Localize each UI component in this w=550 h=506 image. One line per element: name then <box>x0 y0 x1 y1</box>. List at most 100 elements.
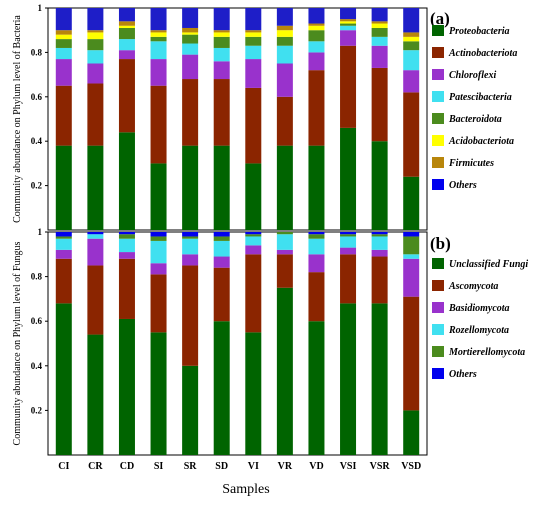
bar-sr-actinobacteriota <box>182 79 199 146</box>
bar-vr-chloroflexi <box>276 63 293 97</box>
bar-vsi-actinobacteriota <box>340 45 357 128</box>
bar-vsd-acidobacteriota <box>403 36 420 42</box>
category-label-vsr: VSR <box>370 461 391 472</box>
bar-ci-rozellomycota <box>55 238 72 250</box>
bar-vd-bacteroidota <box>308 30 325 42</box>
legend-swatch-chloroflexi <box>432 69 444 80</box>
bar-sd-others <box>213 232 230 237</box>
bar-ci-actinobacteriota <box>55 85 72 146</box>
legend-label-ascomycota: Ascomycota <box>448 281 498 292</box>
bar-vr-unclassified-fungi <box>276 287 293 455</box>
category-label-sd: SD <box>215 461 228 472</box>
legend-swatch-others <box>432 179 444 190</box>
bar-cr-proteobacteria <box>87 145 104 230</box>
bar-sd-mortierellomycota <box>213 236 230 241</box>
bar-vd-basidiomycota <box>308 254 325 273</box>
bar-sd-ascomycota <box>213 267 230 322</box>
bar-sd-firmicutes <box>213 30 230 33</box>
bar-vd-unclassified-fungi <box>308 321 325 455</box>
legend-swatch-ascomycota <box>432 280 444 291</box>
legend-label-unclassified-fungi: Unclassified Fungi <box>449 259 528 270</box>
bar-sr-chloroflexi <box>182 54 199 80</box>
bar-vsd-rozellomycota <box>403 254 420 259</box>
bar-vsi-others <box>340 232 357 235</box>
bar-ci-basidiomycota <box>55 249 72 259</box>
bar-vsr-patescibacteria <box>371 36 388 46</box>
bar-vr-firmicutes <box>276 25 293 31</box>
bar-sd-actinobacteriota <box>213 79 230 146</box>
bar-vsd-bacteroidota <box>403 41 420 51</box>
bar-si-patescibacteria <box>150 41 167 60</box>
bar-cd-basidiomycota <box>118 252 135 259</box>
bar-vsr-acidobacteriota <box>371 23 388 28</box>
bar-cd-others <box>118 8 135 22</box>
bar-sr-ascomycota <box>182 265 199 366</box>
legend-label-rozellomycota: Rozellomycota <box>448 325 509 336</box>
bar-vi-others <box>245 8 262 31</box>
legend-swatch-actinobacteriota <box>432 47 444 58</box>
panel-label: (b) <box>430 234 451 253</box>
bar-vr-acidobacteriota <box>276 30 293 37</box>
bar-vi-basidiomycota <box>245 245 262 255</box>
bar-ci-others <box>55 8 72 31</box>
legend-label-acidobacteriota: Acidobacteriota <box>448 136 514 147</box>
bar-vsr-basidiomycota <box>371 249 388 257</box>
bar-si-rozellomycota <box>150 240 167 264</box>
y-tick-label: 0.8 <box>31 47 43 57</box>
bar-vsr-mortierellomycota <box>371 234 388 237</box>
bar-si-basidiomycota <box>150 263 167 275</box>
bar-vsi-others <box>340 8 357 20</box>
bar-cd-chloroflexi <box>118 50 135 60</box>
plot-frame <box>47 7 428 231</box>
bar-vi-firmicutes <box>245 30 262 33</box>
bar-vsd-ascomycota <box>403 296 420 411</box>
bar-vsr-bacteroidota <box>371 27 388 37</box>
bar-vsd-mortierellomycota <box>403 236 420 255</box>
bar-cd-unclassified-fungi <box>118 318 135 455</box>
bar-vsd-unclassified-fungi <box>403 410 420 455</box>
bar-vsi-unclassified-fungi <box>340 303 357 455</box>
bar-cd-acidobacteriota <box>118 25 135 28</box>
legend-label-others: Others <box>449 180 477 191</box>
bar-vsd-others <box>403 232 420 237</box>
panel-a-bacteria: 0.2 0.4 0.6 0.8 1 Community abundance on Phyl… <box>12 3 517 231</box>
y-tick-label: 0.2 <box>31 405 43 415</box>
bar-si-others <box>150 8 167 31</box>
bar-vi-proteobacteria <box>245 163 262 230</box>
legend-swatch-firmicutes <box>432 157 444 168</box>
bar-vi-rozellomycota <box>245 236 262 246</box>
bar-sd-proteobacteria <box>213 145 230 230</box>
bar-cr-basidiomycota <box>87 238 104 266</box>
bar-sr-patescibacteria <box>182 43 199 55</box>
bar-vi-ascomycota <box>245 254 262 333</box>
y-tick-label: 0.4 <box>31 361 43 371</box>
category-label-si: SI <box>154 461 164 472</box>
legend-swatch-basidiomycota <box>432 302 444 313</box>
bar-ci-others <box>55 232 72 237</box>
legend-swatch-bacteroidota <box>432 113 444 124</box>
bar-ci-acidobacteriota <box>55 34 72 40</box>
y-tick-label: 0.2 <box>31 181 43 191</box>
bar-vr-ascomycota <box>276 254 293 288</box>
y-tick-label: 0.4 <box>31 136 43 146</box>
category-label-cr: CR <box>88 461 103 472</box>
legend-label-mortierellomycota: Mortierellomycota <box>448 347 525 358</box>
y-axis-label: Community abundance on Phylum level of B… <box>12 15 23 223</box>
bar-ci-bacteroidota <box>55 39 72 48</box>
bar-cd-bacteroidota <box>118 27 135 40</box>
bar-vd-firmicutes <box>308 23 325 26</box>
legend-label-actinobacteriota: Actinobacteriota <box>448 48 517 59</box>
bar-ci-mortierellomycota <box>55 236 72 239</box>
bar-cd-proteobacteria <box>118 132 135 230</box>
bar-ci-proteobacteria <box>55 145 72 230</box>
bar-sd-chloroflexi <box>213 61 230 80</box>
bar-vsr-actinobacteriota <box>371 67 388 142</box>
bar-sr-rozellomycota <box>182 238 199 255</box>
legend-swatch-proteobacteria <box>432 25 444 36</box>
bar-vr-bacteroidota <box>276 36 293 46</box>
bar-vsi-firmicutes <box>340 19 357 22</box>
bar-vsd-actinobacteriota <box>403 92 420 177</box>
bar-sr-bacteroidota <box>182 34 199 44</box>
category-label-ci: CI <box>58 461 69 472</box>
bar-cd-patescibacteria <box>118 39 135 51</box>
